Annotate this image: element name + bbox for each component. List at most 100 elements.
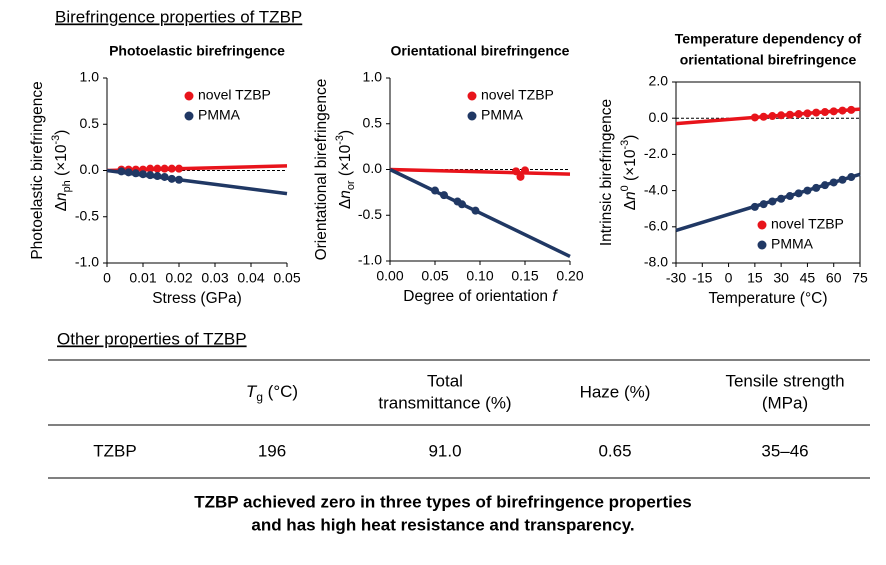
y-tick-label: 1.0 (363, 69, 383, 85)
data-point (521, 166, 529, 175)
x-tick-label: 0 (725, 270, 733, 286)
x-axis-label: Temperature (°C) (708, 290, 827, 307)
text-part: n (53, 192, 70, 201)
data-point (777, 194, 786, 203)
fit-line (675, 172, 861, 233)
x-tick-label: 0.01 (129, 270, 156, 286)
plot-frame (675, 81, 861, 264)
y-axis-label: Δn0 (×10-3) (619, 135, 639, 211)
x-tick-label: 0.15 (511, 268, 538, 284)
text-part: n (622, 191, 639, 200)
data-point (750, 202, 759, 211)
data-point (440, 191, 448, 200)
legend-label: novel TZBP (481, 87, 554, 103)
table-header: Tensile strength (725, 371, 844, 390)
table-cell: 91.0 (428, 441, 461, 460)
chart-title: Photoelastic birefringence (109, 43, 285, 59)
y-tick-label: 1.0 (80, 69, 100, 85)
x-tick-label: 0.05 (421, 268, 448, 284)
text-part: f (552, 288, 558, 305)
y-axis-label: Δnph (×10-3) (50, 130, 73, 212)
data-point (759, 112, 768, 121)
text-part: (×10 (622, 149, 639, 185)
x-axis-label: Degree of orientation f (403, 288, 558, 305)
x-tick-label: 30 (773, 270, 789, 286)
data-point (768, 112, 777, 121)
legend-marker (184, 91, 194, 101)
text-part: ph (61, 180, 73, 192)
y-tick-label: -0.5 (358, 206, 382, 222)
data-point (838, 175, 847, 184)
text-part: Degree of orientation (403, 288, 552, 305)
text-part: 0 (619, 185, 631, 191)
text-part: (×10 (337, 144, 354, 180)
legend-label: PMMA (481, 107, 524, 123)
text-part: -3 (334, 135, 346, 145)
y-axis-label: Intrinsic birefringence (598, 99, 615, 246)
text-part: n (337, 190, 354, 199)
table-header: Total (427, 371, 463, 390)
x-tick-label: 0.03 (201, 270, 228, 286)
data-point (471, 206, 480, 215)
table-cell: TZBP (93, 441, 136, 460)
fit-line (675, 107, 861, 126)
data-point (794, 189, 803, 198)
x-tick-label: 60 (826, 270, 842, 286)
heading: Birefringence properties of TZBP (55, 7, 302, 26)
text-part: T (246, 382, 258, 401)
fit-line (389, 167, 571, 259)
legend-marker (757, 240, 767, 250)
data-point (847, 173, 856, 182)
x-tick-label: 0.20 (556, 268, 583, 284)
data-point (777, 111, 786, 120)
table-cell: 196 (258, 441, 286, 460)
x-tick-label: 0.04 (237, 270, 264, 286)
x-tick-label: 0.02 (165, 270, 192, 286)
y-tick-label: 2.0 (649, 73, 669, 89)
data-point (431, 186, 439, 195)
data-point (838, 106, 847, 115)
x-tick-label: 15 (747, 270, 763, 286)
data-point (785, 110, 794, 119)
y-tick-label: -2.0 (644, 145, 668, 161)
text-part: ) (622, 135, 639, 140)
x-tick-label: 0 (103, 270, 111, 286)
legend-label: novel TZBP (771, 216, 844, 232)
x-tick-label: 0.00 (376, 268, 403, 284)
data-point (458, 200, 466, 209)
x-tick-label: 0.10 (466, 268, 493, 284)
data-point (847, 105, 856, 114)
data-point (794, 110, 803, 119)
data-point (750, 113, 759, 122)
data-point (131, 169, 140, 178)
data-point (768, 197, 777, 206)
text-part: or (345, 180, 357, 190)
data-point (160, 164, 169, 173)
text-part: -3 (50, 135, 62, 145)
data-point (812, 183, 821, 192)
table-cell: 35–46 (761, 441, 808, 460)
chart-title: Temperature dependency of (675, 31, 862, 47)
data-point (124, 168, 133, 177)
y-tick-label: -1.0 (75, 254, 99, 270)
data-point (175, 175, 183, 184)
data-point (117, 167, 126, 176)
table-header: (MPa) (762, 393, 808, 412)
text-part: Δ (53, 201, 70, 211)
data-point (820, 108, 829, 117)
data-point (829, 107, 838, 116)
text-part: g (256, 390, 263, 404)
legend-marker (467, 91, 477, 101)
y-axis-label: Photoelastic birefringence (29, 81, 46, 259)
data-point (803, 109, 812, 118)
table-header: Tg (°C) (246, 382, 298, 404)
table-cell: 0.65 (598, 441, 631, 460)
x-tick-label: 75 (852, 270, 868, 286)
data-point (820, 181, 829, 190)
chart-title: orientational birefringence (680, 52, 857, 68)
caption: and has high heat resistance and transpa… (251, 515, 634, 534)
y-tick-label: 0.5 (363, 114, 383, 130)
data-point (139, 170, 147, 179)
data-point (759, 200, 768, 209)
text-part: (×10 (53, 144, 70, 180)
